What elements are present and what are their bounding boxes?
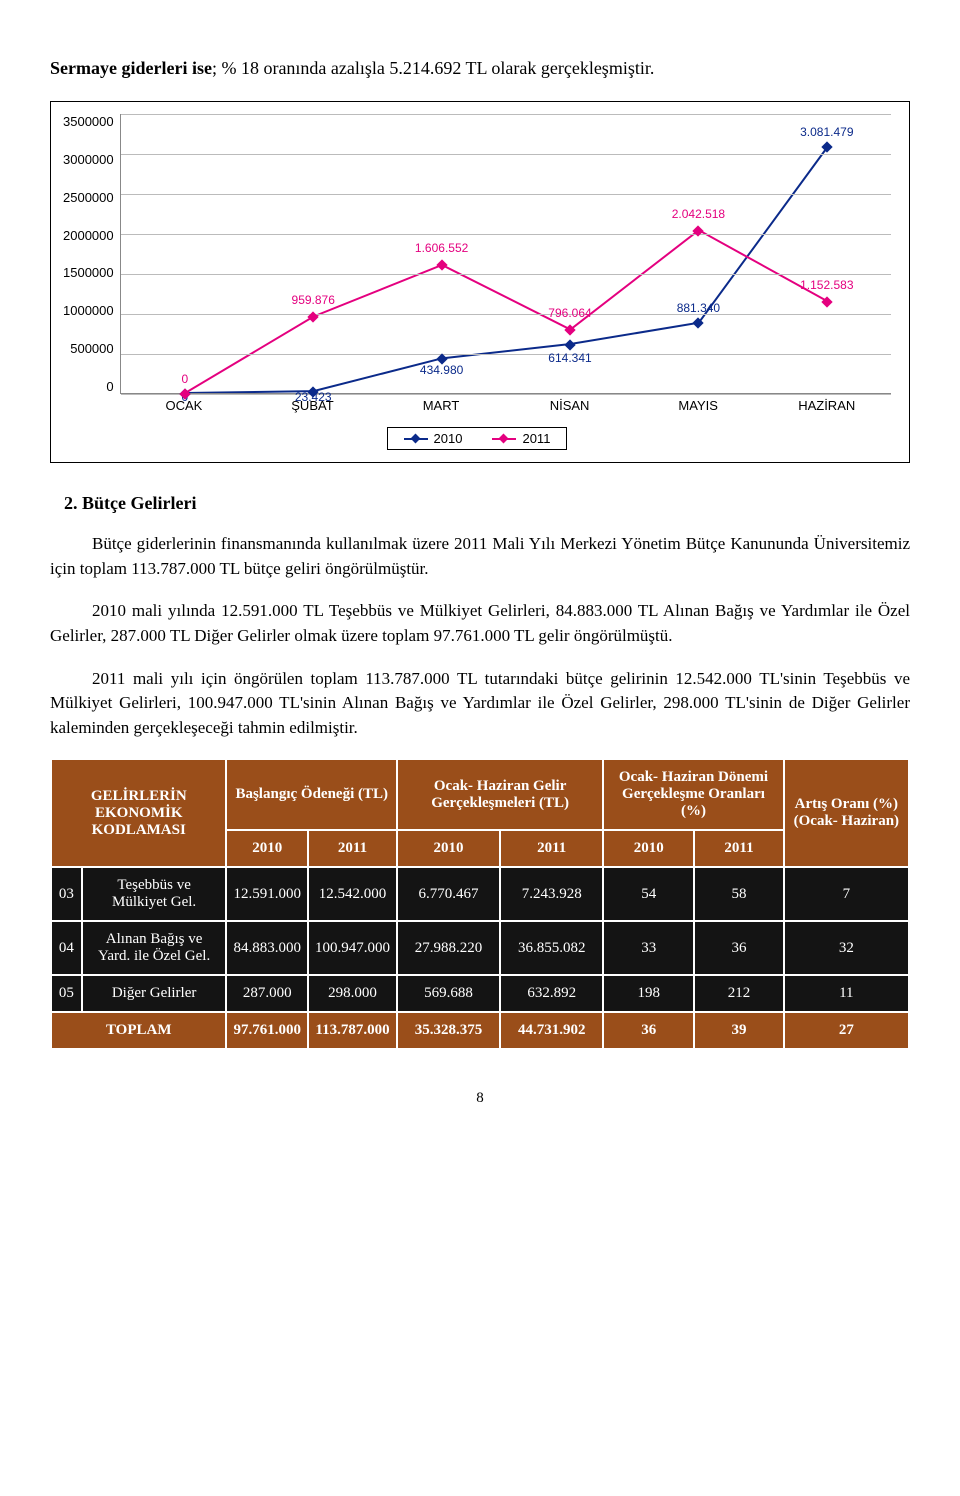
row-code: 03	[51, 867, 82, 921]
cell: 6.770.467	[397, 867, 500, 921]
table-row: 04Alınan Bağış ve Yard. ile Özel Gel.84.…	[51, 921, 909, 975]
col-code-name: GELİRLERİN EKONOMİK KODLAMASI	[51, 759, 226, 867]
cell: 36	[694, 921, 783, 975]
cell: 298.000	[308, 975, 397, 1012]
x-tick: MAYIS	[634, 398, 763, 413]
cell: 212	[694, 975, 783, 1012]
line-chart: 3500000 3000000 2500000 2000000 1500000 10000…	[50, 101, 910, 463]
cell: 36.855.082	[500, 921, 603, 975]
col-ratio: Ocak- Haziran Dönemi Gerçekleşme Oranlar…	[603, 759, 783, 830]
section-title: 2. Bütçe Gelirleri	[64, 493, 910, 514]
row-name: Teşebbüs ve Mülkiyet Gel.	[82, 867, 227, 921]
legend-item: 2010	[404, 431, 463, 446]
col-initial: Başlangıç Ödeneği (TL)	[226, 759, 397, 830]
row-name: Alınan Bağış ve Yard. ile Özel Gel.	[82, 921, 227, 975]
y-tick: 2500000	[63, 190, 114, 205]
legend-label: 2010	[434, 431, 463, 446]
year-header: 2011	[694, 830, 783, 867]
x-axis: OCAKŞUBATMARTNİSANMAYISHAZİRAN	[120, 398, 891, 413]
para-3: 2011 mali yılı için öngörülen toplam 113…	[50, 667, 910, 741]
year-header: 2010	[397, 830, 500, 867]
plot-area: 023.423434.980614.341881.3403.081.479095…	[120, 114, 891, 394]
y-tick: 0	[106, 379, 113, 394]
cell: 27.988.220	[397, 921, 500, 975]
row-code: 04	[51, 921, 82, 975]
cell: 32	[784, 921, 909, 975]
cell: 287.000	[226, 975, 308, 1012]
cell: 7	[784, 867, 909, 921]
para-2: 2010 mali yılında 12.591.000 TL Teşebbüs…	[50, 599, 910, 648]
data-label: 1.152.583	[800, 278, 853, 292]
y-axis: 3500000 3000000 2500000 2000000 1500000 10000…	[63, 114, 120, 394]
total-cell: 44.731.902	[500, 1012, 603, 1049]
cell: 58	[694, 867, 783, 921]
data-label: 0	[181, 372, 188, 386]
page-number: 8	[50, 1090, 910, 1107]
data-label: 881.340	[677, 301, 720, 315]
data-label: 959.876	[292, 293, 335, 307]
year-header: 2011	[308, 830, 397, 867]
revenue-table: GELİRLERİN EKONOMİK KODLAMASI Başlangıç …	[50, 758, 910, 1050]
table-body: 03Teşebbüs ve Mülkiyet Gel.12.591.00012.…	[51, 867, 909, 1049]
para-1: Bütçe giderlerinin finansmanında kullanı…	[50, 532, 910, 581]
year-header: 2010	[226, 830, 308, 867]
x-tick: MART	[377, 398, 506, 413]
data-label: 434.980	[420, 363, 463, 377]
cell: 12.542.000	[308, 867, 397, 921]
total-row: TOPLAM97.761.000113.787.00035.328.37544.…	[51, 1012, 909, 1049]
intro-line: Sermaye giderleri ise; % 18 oranında aza…	[50, 58, 910, 79]
total-cell: 39	[694, 1012, 783, 1049]
data-label: 2.042.518	[672, 207, 725, 221]
cell: 100.947.000	[308, 921, 397, 975]
y-tick: 3000000	[63, 152, 114, 167]
data-label: 614.341	[548, 351, 591, 365]
cell: 84.883.000	[226, 921, 308, 975]
cell: 11	[784, 975, 909, 1012]
total-cell: 97.761.000	[226, 1012, 308, 1049]
cell: 7.243.928	[500, 867, 603, 921]
data-label: 1.606.552	[415, 241, 468, 255]
cell: 33	[603, 921, 694, 975]
y-tick: 3500000	[63, 114, 114, 129]
total-cell: 35.328.375	[397, 1012, 500, 1049]
legend-item: 2011	[492, 431, 550, 446]
table-header-row: GELİRLERİN EKONOMİK KODLAMASI Başlangıç …	[51, 759, 909, 830]
y-tick: 500000	[70, 341, 113, 356]
intro-label: Sermaye giderleri ise	[50, 58, 212, 78]
y-tick: 1500000	[63, 265, 114, 280]
legend-label: 2011	[522, 431, 550, 446]
data-label: 3.081.479	[800, 125, 853, 139]
total-cell: 36	[603, 1012, 694, 1049]
cell: 54	[603, 867, 694, 921]
data-label: 23.423	[295, 390, 332, 404]
cell: 569.688	[397, 975, 500, 1012]
cell: 632.892	[500, 975, 603, 1012]
row-code: 05	[51, 975, 82, 1012]
x-tick: HAZİRAN	[762, 398, 891, 413]
y-tick: 1000000	[63, 303, 114, 318]
row-name: Diğer Gelirler	[82, 975, 227, 1012]
table-row: 03Teşebbüs ve Mülkiyet Gel.12.591.00012.…	[51, 867, 909, 921]
x-tick: NİSAN	[505, 398, 634, 413]
col-increase: Artış Oranı (%) (Ocak- Haziran)	[784, 759, 909, 867]
total-cell: 113.787.000	[308, 1012, 397, 1049]
intro-rest: ; % 18 oranında azalışla 5.214.692 TL ol…	[212, 58, 654, 78]
year-header: 2011	[500, 830, 603, 867]
cell: 198	[603, 975, 694, 1012]
data-label: 796.064	[548, 306, 591, 320]
col-actual: Ocak- Haziran Gelir Gerçekleşmeleri (TL)	[397, 759, 603, 830]
total-cell: 27	[784, 1012, 909, 1049]
legend: 2010 2011	[387, 427, 567, 450]
year-header: 2010	[603, 830, 694, 867]
y-tick: 2000000	[63, 228, 114, 243]
table-row: 05Diğer Gelirler287.000298.000569.688632…	[51, 975, 909, 1012]
total-label: TOPLAM	[51, 1012, 226, 1049]
cell: 12.591.000	[226, 867, 308, 921]
